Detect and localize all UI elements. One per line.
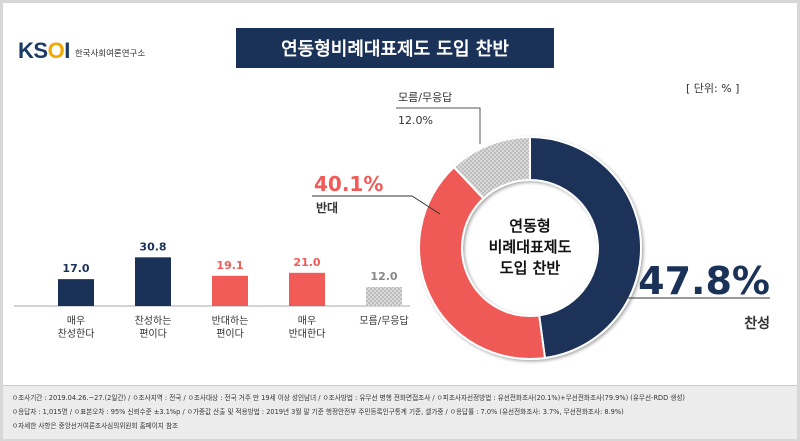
bar-value-label: 12.0 (370, 270, 397, 283)
bar-category-label: 매우 (298, 315, 316, 327)
leader-line (396, 107, 481, 144)
bar-chart: 17.0매우찬성한다30.8찬성하는편이다19.1반대하는편이다21.0매우반대… (14, 240, 410, 340)
bar-value-label: 21.0 (293, 256, 320, 269)
donut-slice (452, 135, 531, 200)
slice-name-label: 모름/무응답 (398, 91, 452, 104)
donut-center-label: 비례대표제도 (489, 238, 572, 256)
bar (135, 257, 171, 306)
chart-frame (3, 3, 797, 438)
bar-category-label: 편이다 (139, 328, 167, 340)
bar-category-label: 매우 (67, 315, 85, 327)
slice-value-label: 47.8% (638, 259, 770, 303)
bar (212, 275, 248, 306)
donut-slice (529, 135, 642, 360)
ksoi-logo: KSOI 한국사회여론연구소 (18, 40, 145, 62)
slice-name-label: 반대 (316, 200, 338, 215)
survey-footer: ㅇ조사기간 : 2019.04.26.~27.(2일간) / ㅇ조사지역 : 전… (3, 385, 797, 439)
bar-value-label: 19.1 (216, 259, 243, 272)
bar (289, 272, 325, 306)
footer-line-1: ㅇ조사기간 : 2019.04.26.~27.(2일간) / ㅇ조사지역 : 전… (12, 394, 685, 402)
logo-subtitle: 한국사회여론연구소 (74, 49, 146, 59)
bar-value-label: 30.8 (139, 240, 166, 253)
bar-category-label: 찬성하는 (135, 314, 172, 327)
donut-slice (418, 165, 547, 360)
footer-line-3: ㅇ자세한 사항은 중앙선거여론조사심의위원회 홈페이지 참조 (12, 422, 179, 430)
bar-category-label: 편이다 (216, 328, 244, 340)
donut-center-label: 연동형 (509, 217, 550, 235)
bar-category-label: 모름/무응답 (359, 315, 408, 327)
bar (58, 279, 94, 306)
bar-value-label: 17.0 (62, 262, 89, 275)
slice-name-label: 찬성 (744, 315, 770, 332)
bar-category-label: 반대한다 (289, 328, 326, 340)
bar-category-label: 반대하는 (212, 314, 249, 327)
footer-line-2: ㅇ응답자 : 1,015명 / ㅇ표본오차 : 95% 신뢰수준 ±3.1%p … (12, 408, 624, 416)
logo-mark: KSOI (18, 38, 70, 63)
donut-center-label: 도입 찬반 (500, 259, 561, 277)
leader-line (312, 195, 441, 215)
chart-title: 연동형비례대표제도 도입 찬반 (236, 28, 554, 68)
unit-label: [ 단위: % ] (686, 82, 740, 95)
bar (366, 287, 402, 306)
donut-ring (418, 135, 642, 360)
slice-value-label: 40.1% (314, 172, 383, 196)
bar-category-label: 찬성한다 (58, 328, 95, 340)
slice-value-label: 12.0% (398, 114, 433, 127)
